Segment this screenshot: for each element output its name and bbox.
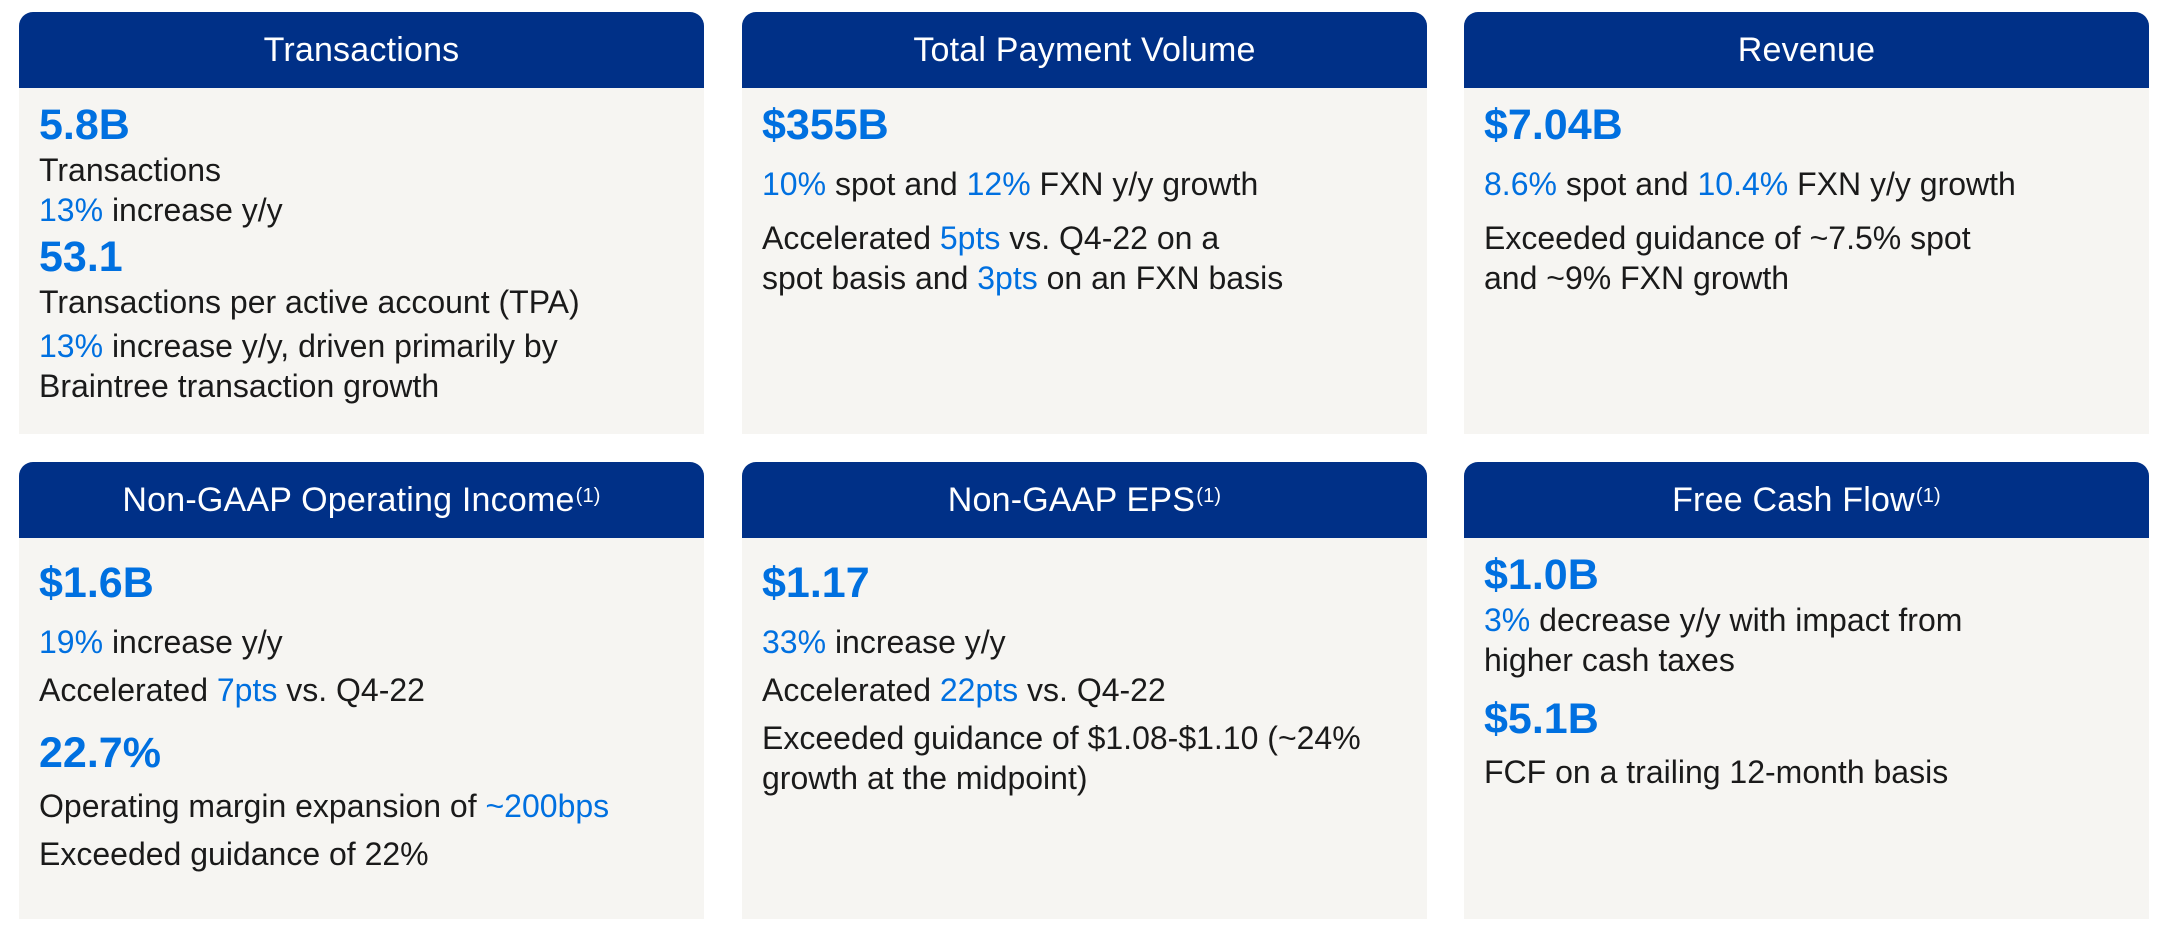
metric-desc: Accelerated 7pts vs. Q4-22	[39, 672, 425, 708]
metric-label: Transactions	[39, 152, 221, 188]
highlight: 13%	[39, 192, 104, 228]
card-header: Transactions	[19, 12, 704, 88]
metric-value: $1.17	[762, 559, 870, 607]
card-header: Free Cash Flow (1)	[1464, 462, 2149, 538]
card-header: Total Payment Volume	[742, 12, 1427, 88]
metric-desc: FCF on a trailing 12-month basis	[1484, 754, 1949, 790]
metric-desc: Exceeded guidance of 22%	[39, 836, 429, 872]
footnote-marker: (1)	[1196, 484, 1222, 507]
card-title: Total Payment Volume	[913, 30, 1256, 69]
metric-value: 53.1	[39, 233, 123, 281]
card-header: Revenue	[1464, 12, 2149, 88]
metric-desc: Operating margin expansion of ~200bps	[39, 788, 610, 824]
footnote-marker: (1)	[575, 484, 601, 507]
card-total-payment-volume: Total Payment Volume $355B 10% spot and …	[742, 12, 1427, 434]
card-title: Non-GAAP EPS	[947, 480, 1196, 519]
card-header: Non-GAAP EPS (1)	[742, 462, 1427, 538]
card-free-cash-flow: Free Cash Flow (1) $1.0B 3% decrease y/y …	[1464, 462, 2149, 919]
metric-desc: 3% decrease y/y with impact from	[1484, 602, 1963, 638]
metric-desc: 33% increase y/y	[762, 624, 1006, 660]
metric-desc: Braintree transaction growth	[39, 368, 440, 404]
metric-desc: Exceeded guidance of ~7.5% spot	[1484, 220, 1971, 256]
card-title: Transactions	[263, 30, 460, 69]
card-title: Free Cash Flow	[1672, 480, 1915, 519]
card-title: Revenue	[1737, 30, 1876, 69]
metric-desc: growth at the midpoint)	[762, 760, 1088, 796]
metric-desc: and ~9% FXN growth	[1484, 260, 1790, 296]
metric-desc: 13% increase y/y, driven primarily by	[39, 328, 558, 364]
metric-value: $355B	[762, 101, 889, 149]
metric-value: $1.6B	[39, 559, 154, 607]
metric-desc: higher cash taxes	[1484, 642, 1735, 678]
card-transactions: Transactions 5.8B Transactions 13% incre…	[19, 12, 704, 434]
card-title: Non-GAAP Operating Income	[122, 480, 575, 519]
metric-desc: 8.6% spot and 10.4% FXN y/y growth	[1484, 166, 2016, 202]
metric-value: $1.0B	[1484, 551, 1599, 599]
metric-desc: 13% increase y/y	[39, 192, 283, 228]
card-header: Non-GAAP Operating Income (1)	[19, 462, 704, 538]
metric-value: 5.8B	[39, 101, 130, 149]
metric-desc: spot basis and 3pts on an FXN basis	[762, 260, 1284, 296]
metric-desc: 19% increase y/y	[39, 624, 283, 660]
card-non-gaap-operating-income: Non-GAAP Operating Income (1) $1.6B 19% i…	[19, 462, 704, 919]
metric-desc: Exceeded guidance of $1.08-$1.10 (~24%	[762, 720, 1361, 756]
metric-value: $5.1B	[1484, 695, 1599, 743]
metric-desc: 10% spot and 12% FXN y/y growth	[762, 166, 1259, 202]
card-revenue: Revenue $7.04B 8.6% spot and 10.4% FXN y…	[1464, 12, 2149, 434]
metric-value: $7.04B	[1484, 101, 1623, 149]
footnote-marker: (1)	[1915, 484, 1941, 507]
highlight: 13%	[39, 328, 104, 364]
metric-value: 22.7%	[39, 729, 161, 777]
metric-label: Transactions per active account (TPA)	[39, 284, 580, 320]
card-non-gaap-eps: Non-GAAP EPS (1) $1.17 33% increase y/y A…	[742, 462, 1427, 919]
metric-desc: Accelerated 5pts vs. Q4-22 on a	[762, 220, 1220, 256]
metric-desc: Accelerated 22pts vs. Q4-22	[762, 672, 1166, 708]
